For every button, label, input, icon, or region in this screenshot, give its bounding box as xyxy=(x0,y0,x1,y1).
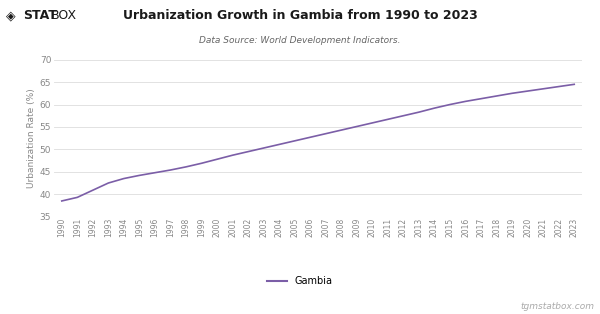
Text: STAT: STAT xyxy=(23,9,56,22)
Text: BOX: BOX xyxy=(51,9,77,22)
Text: Urbanization Growth in Gambia from 1990 to 2023: Urbanization Growth in Gambia from 1990 … xyxy=(122,9,478,22)
Text: Data Source: World Development Indicators.: Data Source: World Development Indicator… xyxy=(199,36,401,45)
Text: tgmstatbox.com: tgmstatbox.com xyxy=(520,302,594,311)
Text: ◈: ◈ xyxy=(6,9,16,22)
Y-axis label: Urbanization Rate (%): Urbanization Rate (%) xyxy=(26,88,35,188)
Legend: Gambia: Gambia xyxy=(263,273,337,290)
